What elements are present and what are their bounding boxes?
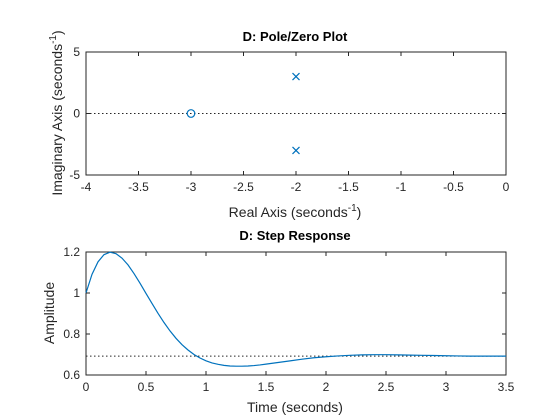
x-tick-label: -3.5 xyxy=(128,180,149,194)
x-tick-label: 3.5 xyxy=(498,380,515,394)
x-tick-label: 0 xyxy=(503,180,510,194)
step-response-curve xyxy=(85,251,506,367)
x-tick-label: 0 xyxy=(83,380,90,394)
x-tick-label: 0.5 xyxy=(138,380,155,394)
x-tick-label: 2 xyxy=(323,380,330,394)
x-tick-label: 2.5 xyxy=(378,380,395,394)
x-tick-label: 1.5 xyxy=(258,380,275,394)
x-tick-label: -4 xyxy=(81,180,92,194)
step-response-y-axis-label: Amplitude xyxy=(41,282,57,344)
pole-zero-x-axis-label: Real Axis (seconds-1) xyxy=(229,203,362,220)
y-tick-label: 0.6 xyxy=(63,368,80,382)
x-tick-label: -3 xyxy=(186,180,197,194)
y-tick-label: 0 xyxy=(73,107,80,121)
step-response-y-ticks: 0.6 0.8 1 1.2 xyxy=(63,245,506,382)
step-response-title: D: Step Response xyxy=(239,228,350,243)
pole-marker xyxy=(292,146,300,155)
step-response-subplot: D: Step Response 0 0.5 1 1.5 2 2.5 3 3.5 0.6 0.8… xyxy=(41,228,515,415)
y-tick-label: 1.2 xyxy=(63,245,80,259)
pole-zero-y-ticks: -5 0 5 xyxy=(69,45,506,182)
x-tick-label: 1 xyxy=(203,380,210,394)
x-tick-label: 3 xyxy=(443,380,450,394)
step-response-x-ticks: 0 0.5 1 1.5 2 2.5 3 3.5 xyxy=(83,252,515,394)
y-tick-label: 0.8 xyxy=(63,327,80,341)
pole-zero-markers xyxy=(186,72,300,155)
pole-marker xyxy=(292,72,300,81)
step-response-axes-frame xyxy=(85,251,507,376)
y-tick-label: 1 xyxy=(73,286,80,300)
pole-zero-title: D: Pole/Zero Plot xyxy=(243,29,348,44)
pole-zero-x-ticks: -4 -3.5 -3 -2.5 -2 -1.5 -1 -0.5 0 xyxy=(81,52,510,194)
zero-marker xyxy=(186,109,196,118)
pole-zero-y-axis-label: Imaginary Axis (seconds-1) xyxy=(48,30,65,195)
step-response-x-axis-label: Time (seconds) xyxy=(247,399,343,415)
x-tick-label: -1 xyxy=(396,180,407,194)
pole-zero-subplot: D: Pole/Zero Plot -4 -3.5 -3 -2.5 -2 -1.5 -1 -0… xyxy=(48,29,510,220)
pole-zero-axes-frame xyxy=(85,51,507,176)
y-tick-label: 5 xyxy=(73,45,80,59)
y-tick-label: -5 xyxy=(69,168,80,182)
x-tick-label: -2 xyxy=(291,180,302,194)
x-tick-label: -1.5 xyxy=(338,180,359,194)
x-tick-label: -0.5 xyxy=(443,180,464,194)
x-tick-label: -2.5 xyxy=(233,180,254,194)
